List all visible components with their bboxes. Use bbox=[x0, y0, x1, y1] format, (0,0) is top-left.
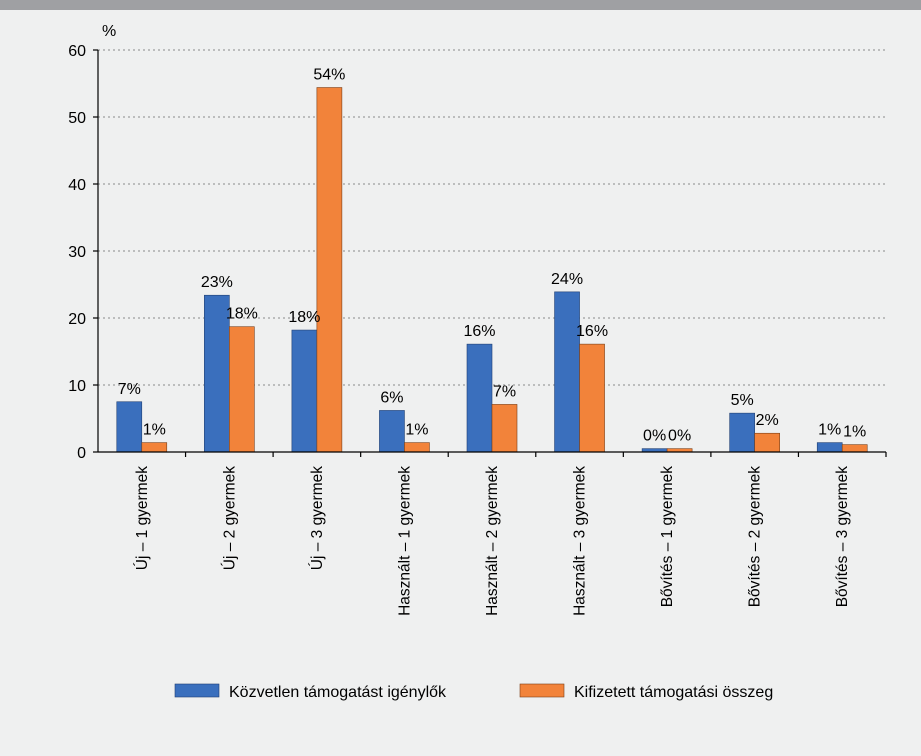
data-label: 16% bbox=[463, 323, 495, 340]
data-label: 1% bbox=[843, 424, 866, 441]
data-label: 16% bbox=[576, 323, 608, 340]
data-label: 54% bbox=[313, 67, 345, 84]
legend-label-series-1: Közvetlen támogatást igénylők bbox=[229, 684, 447, 701]
bar-series-2 bbox=[841, 444, 868, 453]
bars bbox=[116, 87, 868, 453]
y-tick-label: 30 bbox=[68, 244, 86, 261]
bar-series-1 bbox=[379, 410, 405, 453]
data-labels: 7%1%23%18% 18%54%6%1%16%7%24%16%0% 0%5%2%1… bbox=[118, 67, 867, 445]
data-label: 24% bbox=[551, 271, 583, 288]
category-label: Bővítés – 1 gyermek bbox=[659, 466, 676, 608]
top-band bbox=[0, 0, 921, 10]
category-label: Használt – 3 gyermek bbox=[572, 466, 589, 616]
legend: Közvetlen támogatást igénylők Kifizetett… bbox=[174, 683, 773, 701]
bar-series-1 bbox=[116, 401, 143, 453]
legend-label-series-2: Kifizetett támogatási összeg bbox=[574, 684, 773, 701]
data-label: 1% bbox=[818, 422, 841, 439]
bar-series-2 bbox=[579, 343, 605, 453]
data-label: 7% bbox=[493, 383, 516, 400]
data-label: 6% bbox=[380, 389, 403, 406]
y-tick-label: 40 bbox=[68, 177, 86, 194]
legend-swatch-series-2 bbox=[519, 683, 565, 698]
data-label: 0% bbox=[643, 428, 666, 445]
category-label: Új – 3 gyermek bbox=[309, 466, 326, 570]
data-label: 7% bbox=[118, 381, 141, 398]
bar-series-1 bbox=[291, 329, 318, 453]
category-label: Használt – 1 gyermek bbox=[396, 466, 413, 616]
bar-series-2 bbox=[316, 87, 343, 453]
bar-series-2 bbox=[404, 442, 430, 453]
data-label: 18% bbox=[288, 309, 320, 326]
category-label: Új – 2 gyermek bbox=[221, 466, 238, 570]
y-tick-label: 10 bbox=[68, 378, 86, 395]
bar-series-1 bbox=[729, 412, 755, 453]
data-label: 1% bbox=[405, 422, 428, 439]
bar-series-1 bbox=[554, 291, 580, 453]
data-label: 1% bbox=[143, 422, 166, 439]
bar-series-1 bbox=[204, 294, 230, 453]
bar-series-2 bbox=[491, 404, 518, 453]
category-labels: Új – 1 gyermek Új – 2 gyermek Új – 3 gyerm… bbox=[134, 466, 851, 616]
category-label: Új – 1 gyermek bbox=[134, 466, 151, 570]
data-label: 18% bbox=[226, 306, 258, 323]
category-label: Bővítés – 2 gyermek bbox=[747, 466, 764, 608]
bar-series-1 bbox=[466, 343, 493, 453]
legend-swatch-series-1 bbox=[174, 683, 220, 698]
y-tick-label: 0 bbox=[77, 445, 86, 462]
category-label: Használt – 2 gyermek bbox=[484, 466, 501, 616]
y-tick-label: 20 bbox=[68, 311, 86, 328]
category-label: Bővítés – 3 gyermek bbox=[834, 466, 851, 608]
bar-series-1 bbox=[816, 442, 843, 453]
y-tick-label: 60 bbox=[68, 43, 86, 60]
bar-series-2 bbox=[141, 442, 168, 453]
data-label: 23% bbox=[201, 274, 233, 291]
data-label: 0% bbox=[668, 428, 691, 445]
y-tick-label: 50 bbox=[68, 110, 86, 127]
bar-series-2 bbox=[754, 432, 780, 453]
y-axis-unit-label: % bbox=[102, 23, 116, 40]
bar-series-2 bbox=[229, 326, 255, 453]
y-axis-ticks: 0 10 20 30 40 50 60 bbox=[68, 43, 98, 462]
data-label: 5% bbox=[731, 392, 754, 409]
axes bbox=[97, 50, 887, 457]
data-label: 2% bbox=[756, 412, 779, 429]
